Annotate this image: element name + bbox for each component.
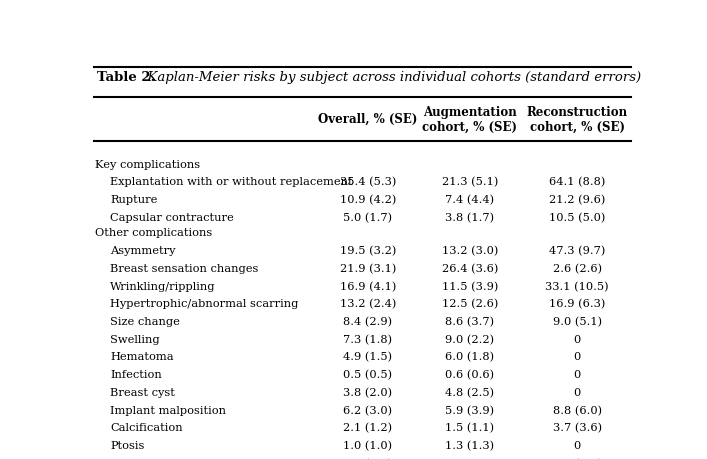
Text: 9.0 (5.1): 9.0 (5.1) bbox=[553, 316, 602, 326]
Text: 26.4 (3.6): 26.4 (3.6) bbox=[442, 263, 498, 274]
Text: 12.5 (2.6): 12.5 (2.6) bbox=[442, 299, 498, 309]
Text: 3.8 (1.7): 3.8 (1.7) bbox=[445, 213, 494, 223]
Text: 8.4 (2.9): 8.4 (2.9) bbox=[343, 316, 392, 326]
Text: 10.9 (4.2): 10.9 (4.2) bbox=[339, 195, 396, 205]
Text: 47.3 (9.7): 47.3 (9.7) bbox=[549, 246, 605, 256]
Text: Table 2.: Table 2. bbox=[97, 71, 155, 84]
Text: 5.9 (3.9): 5.9 (3.9) bbox=[445, 405, 494, 415]
Text: 0: 0 bbox=[573, 440, 580, 450]
Text: 10.5 (5.0): 10.5 (5.0) bbox=[549, 213, 605, 223]
Text: Ptosis: Ptosis bbox=[110, 440, 145, 450]
Text: 1.3 (1.3): 1.3 (1.3) bbox=[445, 440, 494, 450]
Text: Wrinkling/rippling: Wrinkling/rippling bbox=[110, 281, 216, 291]
Text: 5.0 (1.7): 5.0 (1.7) bbox=[343, 213, 392, 223]
Text: 4.8 (2.5): 4.8 (2.5) bbox=[445, 387, 494, 397]
Text: 16.9 (6.3): 16.9 (6.3) bbox=[549, 299, 605, 309]
Text: Key complications: Key complications bbox=[95, 159, 200, 169]
Text: 64.1 (8.8): 64.1 (8.8) bbox=[549, 177, 605, 187]
Text: Capsular contracture: Capsular contracture bbox=[110, 213, 234, 222]
Text: 0: 0 bbox=[573, 352, 580, 362]
Text: 3.7 (3.6): 3.7 (3.6) bbox=[553, 422, 602, 432]
Text: 11.5 (3.9): 11.5 (3.9) bbox=[442, 281, 498, 291]
Text: 0.6 (0.6): 0.6 (0.6) bbox=[445, 369, 494, 380]
Text: 13.2 (2.4): 13.2 (2.4) bbox=[339, 299, 396, 309]
Text: 13.2 (3.0): 13.2 (3.0) bbox=[442, 246, 498, 256]
Text: 4.9 (1.5): 4.9 (1.5) bbox=[343, 352, 392, 362]
Text: Hypertrophic/abnormal scarring: Hypertrophic/abnormal scarring bbox=[110, 299, 298, 308]
Text: 35.4 (5.3): 35.4 (5.3) bbox=[339, 177, 396, 187]
Text: 1.0 (1.0): 1.0 (1.0) bbox=[343, 440, 392, 450]
Text: 8.6 (3.7): 8.6 (3.7) bbox=[445, 316, 494, 326]
Text: Implant malposition: Implant malposition bbox=[110, 405, 226, 414]
Text: 0.8 (0.8): 0.8 (0.8) bbox=[343, 458, 392, 459]
Text: 21.2 (9.6): 21.2 (9.6) bbox=[549, 195, 605, 205]
Text: 33.1 (10.5): 33.1 (10.5) bbox=[545, 281, 609, 291]
Text: 16.9 (4.1): 16.9 (4.1) bbox=[339, 281, 396, 291]
Text: Breast sensation changes: Breast sensation changes bbox=[110, 263, 259, 273]
Text: 0: 0 bbox=[573, 334, 580, 344]
Text: Granuloma: Granuloma bbox=[110, 458, 175, 459]
Text: Calcification: Calcification bbox=[110, 422, 183, 432]
Text: 19.5 (3.2): 19.5 (3.2) bbox=[339, 246, 396, 256]
Text: 1.5 (1.1): 1.5 (1.1) bbox=[445, 422, 494, 432]
Text: 0: 0 bbox=[573, 369, 580, 379]
Text: Breast cyst: Breast cyst bbox=[110, 387, 175, 397]
Text: Rupture: Rupture bbox=[110, 195, 158, 205]
Text: 6.0 (1.8): 6.0 (1.8) bbox=[445, 352, 494, 362]
Text: Explantation with or without replacement: Explantation with or without replacement bbox=[110, 177, 353, 187]
Text: 2.6 (2.6): 2.6 (2.6) bbox=[553, 263, 602, 274]
Text: Reconstruction
cohort, % (SE): Reconstruction cohort, % (SE) bbox=[527, 106, 628, 134]
Text: 0.5 (0.5): 0.5 (0.5) bbox=[343, 369, 392, 380]
Text: 7.4 (4.4): 7.4 (4.4) bbox=[445, 195, 494, 205]
Text: 3.8 (2.0): 3.8 (2.0) bbox=[343, 387, 392, 397]
Text: 7.3 (1.8): 7.3 (1.8) bbox=[343, 334, 392, 344]
Text: 9.0 (2.2): 9.0 (2.2) bbox=[445, 334, 494, 344]
Text: 21.3 (5.1): 21.3 (5.1) bbox=[442, 177, 498, 187]
Text: Size change: Size change bbox=[110, 316, 180, 326]
Text: Swelling: Swelling bbox=[110, 334, 160, 344]
Text: Hematoma: Hematoma bbox=[110, 352, 174, 362]
Text: Asymmetry: Asymmetry bbox=[110, 246, 176, 256]
Text: 3.7 (3.6): 3.7 (3.6) bbox=[553, 458, 602, 459]
Text: Kaplan-Meier risks by subject across individual cohorts (standard errors): Kaplan-Meier risks by subject across ind… bbox=[139, 71, 641, 84]
Text: Other complications: Other complications bbox=[95, 228, 212, 238]
Text: 0: 0 bbox=[466, 458, 474, 459]
Text: 8.8 (6.0): 8.8 (6.0) bbox=[553, 405, 602, 415]
Text: 6.2 (3.0): 6.2 (3.0) bbox=[343, 405, 392, 415]
Text: 21.9 (3.1): 21.9 (3.1) bbox=[339, 263, 396, 274]
Text: Infection: Infection bbox=[110, 369, 162, 379]
Text: 2.1 (1.2): 2.1 (1.2) bbox=[343, 422, 392, 432]
Text: Overall, % (SE): Overall, % (SE) bbox=[318, 113, 417, 126]
Text: Augmentation
cohort, % (SE): Augmentation cohort, % (SE) bbox=[422, 106, 518, 134]
Text: 0: 0 bbox=[573, 387, 580, 397]
